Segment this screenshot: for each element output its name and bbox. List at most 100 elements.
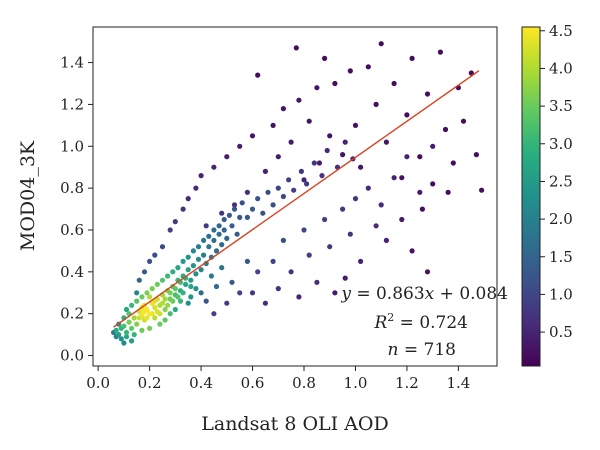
data-point	[203, 298, 209, 304]
data-point	[365, 185, 371, 191]
data-point	[237, 290, 243, 296]
data-point	[159, 300, 166, 306]
data-point	[183, 281, 189, 287]
data-point	[342, 275, 348, 281]
data-point	[255, 72, 261, 78]
data-point	[211, 237, 217, 243]
data-point	[154, 309, 160, 315]
data-point	[270, 258, 276, 264]
data-point	[340, 206, 346, 212]
data-point	[172, 306, 178, 313]
data-point	[219, 210, 225, 216]
data-point	[231, 202, 238, 208]
data-point	[129, 302, 135, 308]
data-point	[149, 286, 155, 292]
data-point	[293, 45, 299, 51]
y-tick-label: 0.0	[60, 347, 84, 365]
data-point	[378, 202, 384, 208]
x-tick-label: 1.2	[395, 374, 419, 392]
data-point	[365, 64, 371, 70]
data-point	[147, 294, 153, 300]
data-point	[347, 231, 353, 237]
data-point	[188, 283, 194, 290]
data-point	[188, 277, 194, 283]
data-point	[144, 290, 150, 296]
regression-line	[113, 70, 480, 328]
data-point	[314, 85, 320, 91]
data-point	[167, 311, 173, 317]
data-point	[291, 187, 297, 193]
data-point	[141, 269, 148, 275]
data-point	[185, 300, 191, 306]
data-point	[424, 269, 431, 275]
data-point	[479, 187, 485, 193]
data-point	[129, 325, 135, 331]
data-point	[352, 196, 359, 202]
data-point	[473, 152, 479, 158]
data-point	[319, 173, 325, 179]
data-point	[123, 329, 130, 336]
x-axis-ticks: 0.0 0.2 0.4 0.6 0.8 1.0 1.2 1.4	[86, 366, 470, 392]
data-point	[201, 237, 207, 243]
data-point	[221, 216, 227, 223]
colorbar	[521, 26, 541, 367]
x-tick-label: 0.2	[138, 374, 162, 392]
data-point	[244, 214, 250, 220]
data-point	[237, 143, 243, 149]
data-point	[417, 189, 423, 195]
data-point	[255, 269, 261, 275]
x-tick-label: 0.8	[292, 374, 316, 392]
data-point	[198, 267, 204, 273]
data-point	[185, 267, 191, 273]
data-point	[430, 181, 436, 187]
data-point	[280, 237, 286, 243]
data-point	[437, 49, 443, 55]
data-point	[275, 154, 281, 160]
data-point	[213, 283, 220, 290]
data-point	[404, 154, 410, 160]
data-point	[314, 279, 320, 285]
data-point	[286, 177, 292, 183]
x-tick-label: 1.4	[446, 374, 470, 392]
data-point	[322, 55, 328, 62]
data-point	[167, 290, 173, 296]
data-point	[129, 338, 135, 344]
data-point	[298, 168, 304, 174]
data-point	[260, 210, 266, 216]
data-point	[180, 258, 186, 264]
data-point	[419, 206, 425, 212]
data-point	[211, 164, 217, 170]
y-axis-ticks: 0.0 0.2 0.4 0.6 0.8 1.0 1.2 1.4	[60, 54, 93, 365]
data-point	[237, 214, 243, 220]
colorbar-tick-label: 1.0	[549, 285, 573, 303]
data-point	[373, 223, 379, 229]
data-point	[391, 175, 397, 181]
data-point	[296, 294, 302, 300]
data-point	[409, 55, 415, 62]
data-point	[208, 254, 214, 260]
data-point	[211, 227, 217, 233]
data-point	[206, 244, 212, 250]
data-point	[327, 133, 333, 139]
data-point	[391, 80, 397, 87]
data-point	[180, 206, 186, 212]
data-point	[399, 216, 405, 223]
data-point	[198, 290, 204, 296]
data-point	[288, 269, 294, 275]
data-point	[172, 219, 178, 225]
data-point	[275, 286, 281, 292]
y-tick-label: 0.4	[60, 263, 84, 281]
colorbar-tick-label: 2.5	[549, 172, 573, 190]
data-point	[159, 244, 166, 250]
data-point	[152, 252, 158, 258]
data-point	[113, 327, 119, 333]
plot-frame	[92, 26, 498, 367]
data-point	[288, 139, 294, 145]
data-point	[213, 248, 220, 254]
data-point	[136, 277, 142, 283]
data-point	[226, 212, 232, 218]
data-point	[152, 304, 158, 310]
data-points	[111, 41, 485, 346]
data-point	[123, 306, 130, 313]
